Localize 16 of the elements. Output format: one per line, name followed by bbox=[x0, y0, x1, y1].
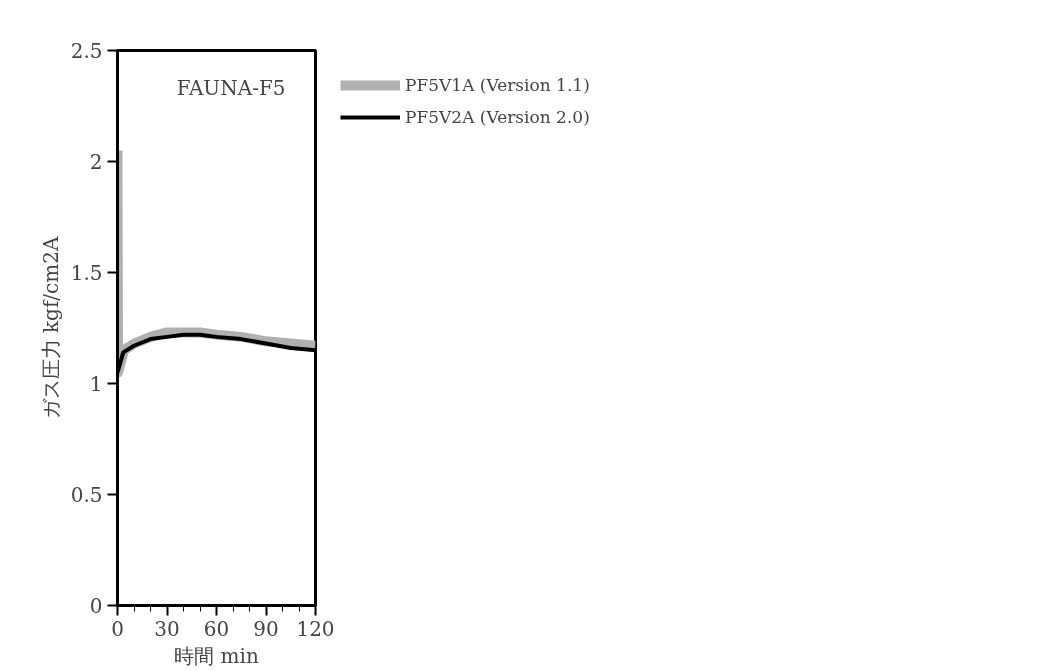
x-tick-label: 90 bbox=[253, 616, 279, 641]
y-tick-label: 0.5 bbox=[70, 483, 103, 507]
x-tick-label: 120 bbox=[296, 616, 335, 641]
x-axis-title: 時間 min bbox=[174, 643, 259, 668]
x-tick-label: 30 bbox=[154, 616, 180, 641]
annotation: FAUNA-F5 bbox=[176, 75, 286, 100]
y-tick-label: 2 bbox=[89, 150, 103, 174]
y-tick-label: 2.5 bbox=[70, 39, 103, 63]
y-axis-title: ガス圧力 kgf/cm2A bbox=[38, 236, 63, 420]
x-tick-label: 60 bbox=[203, 616, 230, 641]
legend-label: PF5V1A (Version 1.1) bbox=[405, 75, 590, 95]
y-tick-label: 0 bbox=[89, 594, 103, 618]
legend-label: PF5V2A (Version 2.0) bbox=[405, 107, 590, 127]
y-tick-label: 1.5 bbox=[70, 261, 103, 285]
y-tick-label: 1 bbox=[89, 372, 103, 396]
x-tick-label: 0 bbox=[111, 616, 124, 641]
